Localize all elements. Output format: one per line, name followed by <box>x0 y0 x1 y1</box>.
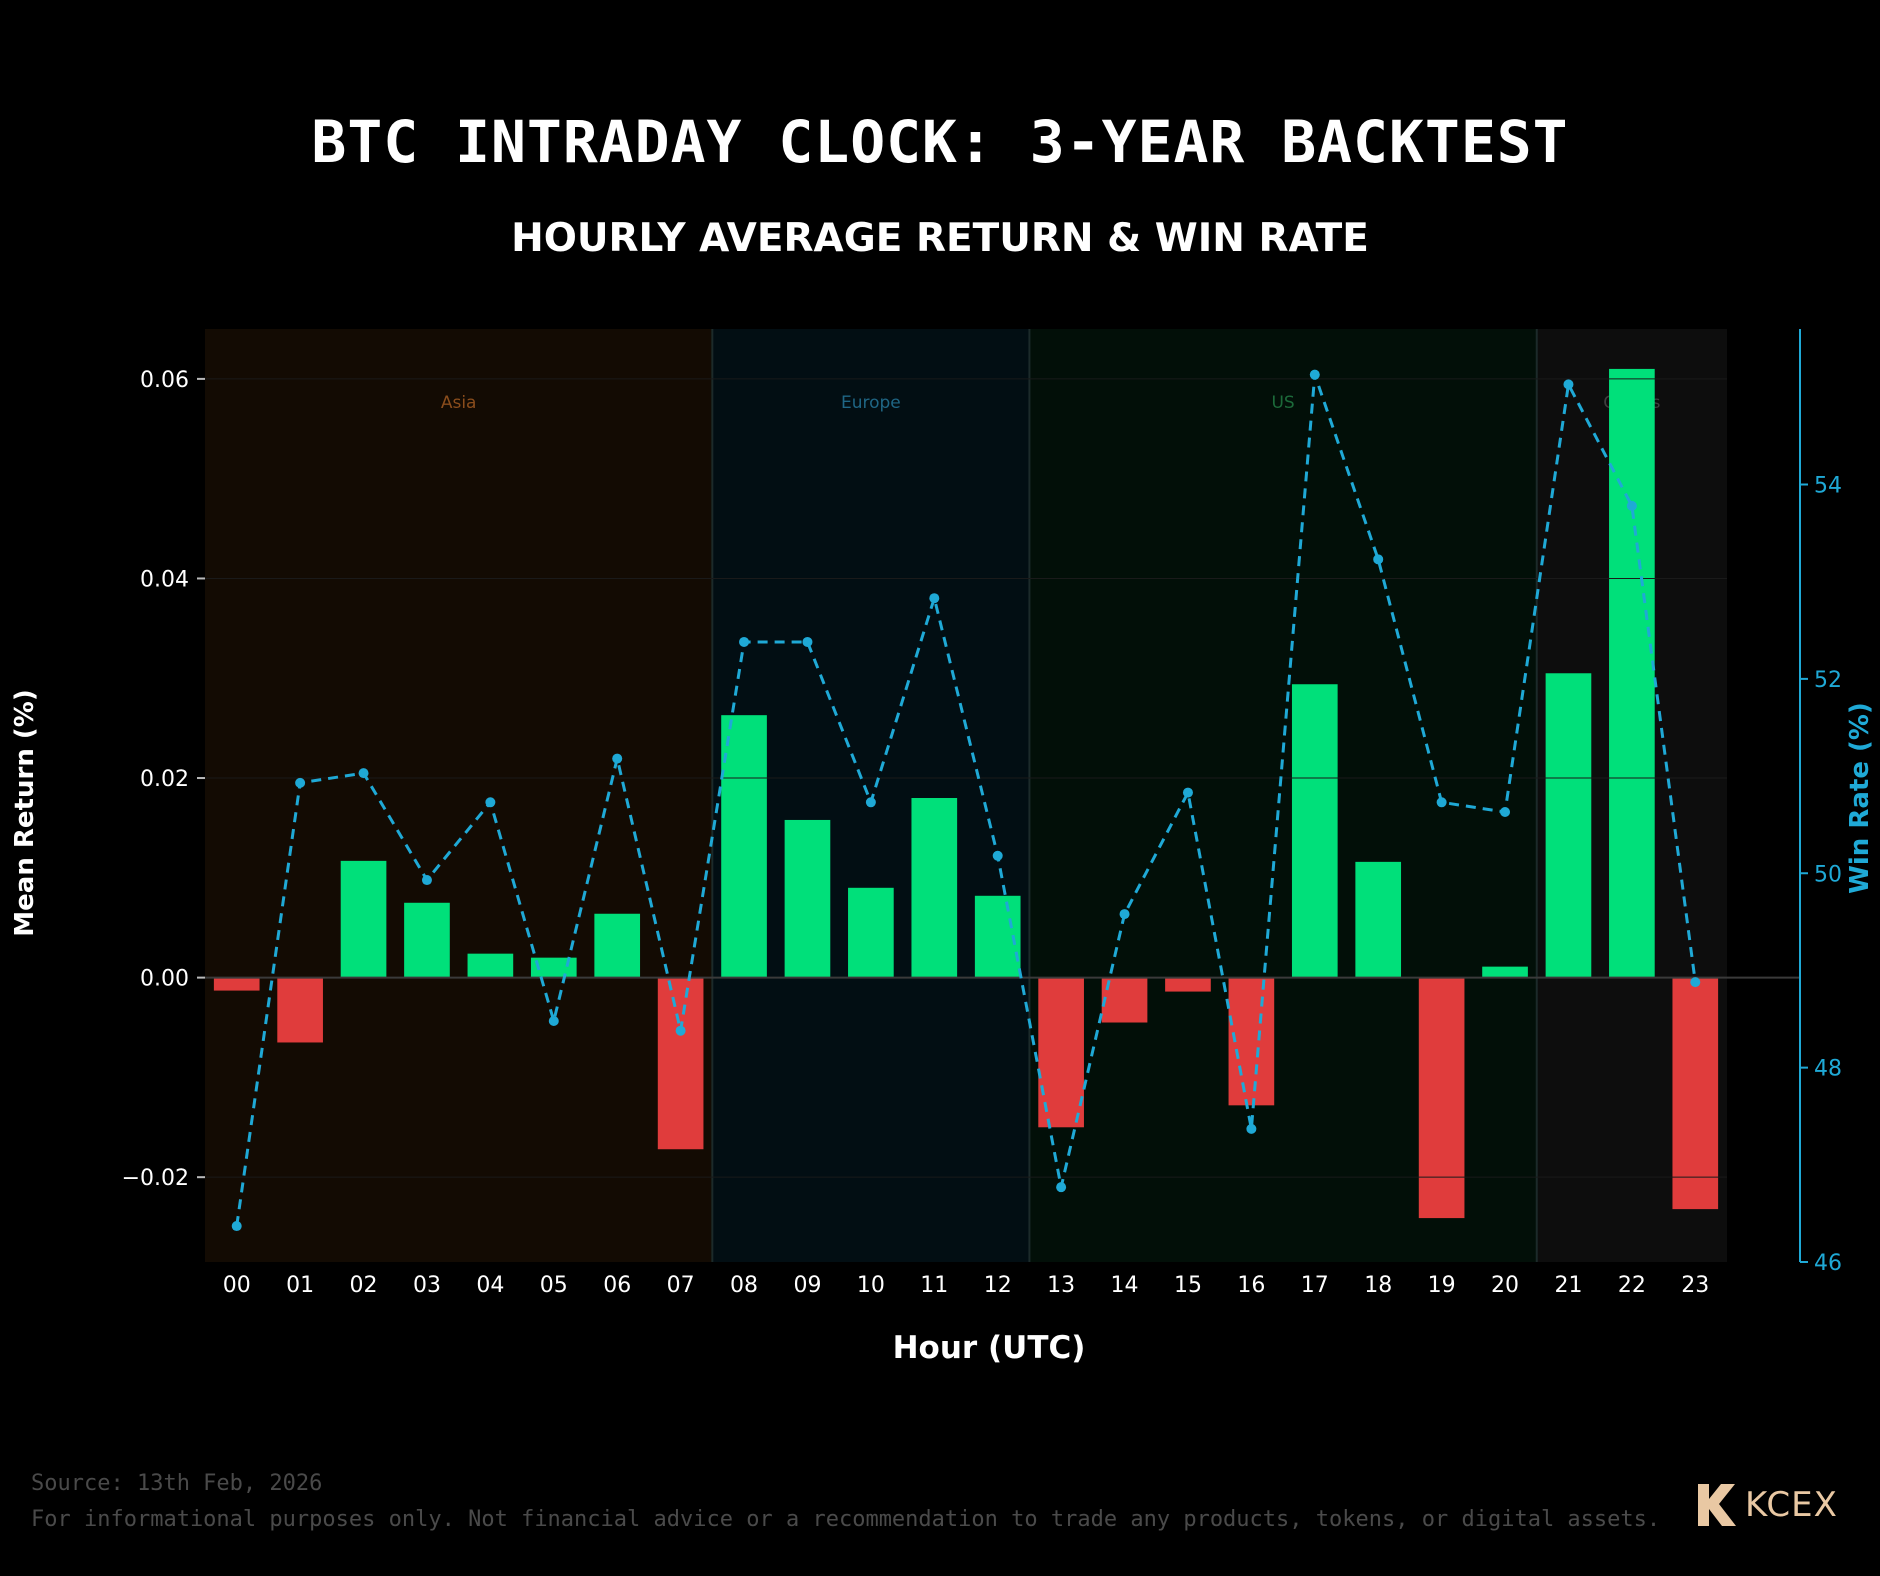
win-rate-point-21 <box>1563 379 1574 390</box>
y2-tick-label: 52 <box>1814 668 1842 693</box>
y-tick-label: 0.00 <box>140 967 189 992</box>
bar-hour-23 <box>1672 977 1719 1210</box>
bar-hour-04 <box>467 953 514 978</box>
x-tick-label: 19 <box>1428 1273 1456 1298</box>
y2-axis-label: Win Rate (%) <box>1845 702 1875 894</box>
y-tick-label: 0.02 <box>140 767 189 792</box>
bar-hour-22 <box>1609 368 1655 978</box>
bar-hour-19 <box>1418 977 1465 1219</box>
kcex-logo-icon <box>1698 1484 1736 1526</box>
win-rate-series <box>231 369 1701 1232</box>
bar-hour-06 <box>594 913 641 978</box>
bar-hour-18 <box>1355 861 1402 978</box>
session-bands <box>205 329 1727 1262</box>
win-rate-point-14 <box>1119 909 1130 920</box>
win-rate-point-16 <box>1246 1123 1257 1134</box>
y2-tick-label: 46 <box>1814 1251 1842 1276</box>
x-tick-label: 03 <box>413 1273 441 1298</box>
chart-title: BTC INTRADAY CLOCK: 3-YEAR BACKTEST <box>311 108 1569 176</box>
win-rate-point-06 <box>612 753 623 764</box>
win-rate-line <box>235 374 1697 1227</box>
session-band-asia <box>205 329 713 1262</box>
bar-hour-01 <box>277 977 323 1043</box>
y-tick-label: −0.02 <box>122 1166 189 1191</box>
win-rate-point-19 <box>1436 797 1447 808</box>
bar-hour-20 <box>1482 966 1528 978</box>
x-tick-label: 08 <box>730 1273 758 1298</box>
bar-hour-02 <box>340 860 387 978</box>
footer-disclaimer: For informational purposes only. Not fin… <box>31 1507 1661 1532</box>
win-rate-point-05 <box>548 1015 559 1026</box>
x-tick-label: 01 <box>286 1273 314 1298</box>
win-rate-point-20 <box>1500 807 1511 818</box>
win-rate-point-12 <box>992 850 1003 861</box>
y2-tick-label: 54 <box>1814 474 1842 499</box>
brand-logo: KCEX <box>1695 1480 1838 1530</box>
x-tick-label: 13 <box>1047 1273 1075 1298</box>
session-label-europe: Europe <box>841 393 901 413</box>
y-axis-label: Mean Return (%) <box>10 689 40 936</box>
x-tick-label: 17 <box>1301 1273 1329 1298</box>
x-axis-label: Hour (UTC) <box>893 1330 1086 1366</box>
bar-hour-17 <box>1291 684 1338 978</box>
y-tick-label: 0.06 <box>140 368 189 393</box>
bar-hour-00 <box>213 977 260 991</box>
x-tick-label: 05 <box>540 1273 568 1298</box>
win-rate-point-23 <box>1690 977 1701 988</box>
win-rate-point-07 <box>675 1025 686 1036</box>
x-tick-label: 14 <box>1111 1273 1139 1298</box>
bar-hour-15 <box>1165 977 1211 992</box>
bar-hour-07 <box>657 977 704 1150</box>
x-tick-label: 07 <box>667 1273 695 1298</box>
win-rate-point-01 <box>295 777 306 788</box>
bar-series <box>213 368 1719 1219</box>
x-tick-label: 15 <box>1174 1273 1202 1298</box>
y-tick-label: 0.04 <box>140 567 189 592</box>
x-tick-label: 16 <box>1237 1273 1265 1298</box>
axes: −0.02 0.00 0.02 0.04 0.06 46 48 50 52 54 00 01 02 03 0… <box>122 329 1842 1298</box>
bar-hour-11 <box>911 797 958 978</box>
win-rate-point-00 <box>231 1221 242 1232</box>
x-tick-label: 23 <box>1681 1273 1709 1298</box>
x-tick-label: 20 <box>1491 1273 1519 1298</box>
footer-source: Source: 13th Feb, 2026 <box>31 1471 323 1496</box>
win-rate-point-04 <box>485 797 496 808</box>
win-rate-point-13 <box>1056 1182 1067 1193</box>
win-rate-point-11 <box>929 593 940 604</box>
bar-hour-21 <box>1545 673 1592 978</box>
x-tick-label: 09 <box>793 1273 821 1298</box>
win-rate-point-10 <box>865 797 876 808</box>
win-rate-point-09 <box>802 636 813 647</box>
win-rate-point-03 <box>421 875 432 886</box>
win-rate-point-18 <box>1373 554 1384 565</box>
win-rate-point-15 <box>1182 787 1193 798</box>
x-tick-label: 21 <box>1554 1273 1582 1298</box>
chart-subtitle: HOURLY AVERAGE RETURN & WIN RATE <box>511 216 1369 261</box>
session-label-us: US <box>1271 393 1294 413</box>
x-tick-label: 06 <box>603 1273 631 1298</box>
session-label-asia: Asia <box>441 393 477 413</box>
y2-tick-label: 50 <box>1814 862 1842 887</box>
x-tick-label: 18 <box>1364 1273 1392 1298</box>
y2-tick-label: 48 <box>1814 1057 1842 1082</box>
win-rate-point-08 <box>739 636 750 647</box>
x-tick-label: 12 <box>984 1273 1012 1298</box>
bar-hour-09 <box>784 819 831 978</box>
win-rate-point-17 <box>1309 369 1320 380</box>
bar-hour-05 <box>530 957 577 978</box>
x-tick-label: 11 <box>920 1273 948 1298</box>
brand-name: KCEX <box>1745 1485 1838 1525</box>
x-tick-label: 00 <box>223 1273 251 1298</box>
bar-hour-10 <box>848 887 894 978</box>
win-rate-point-22 <box>1626 500 1637 511</box>
win-rate-point-02 <box>358 768 369 779</box>
x-tick-label: 02 <box>350 1273 378 1298</box>
bar-hour-08 <box>721 715 767 978</box>
bar-hour-03 <box>404 902 450 978</box>
x-tick-label: 22 <box>1618 1273 1646 1298</box>
x-tick-label: 10 <box>857 1273 885 1298</box>
x-tick-label: 04 <box>476 1273 504 1298</box>
